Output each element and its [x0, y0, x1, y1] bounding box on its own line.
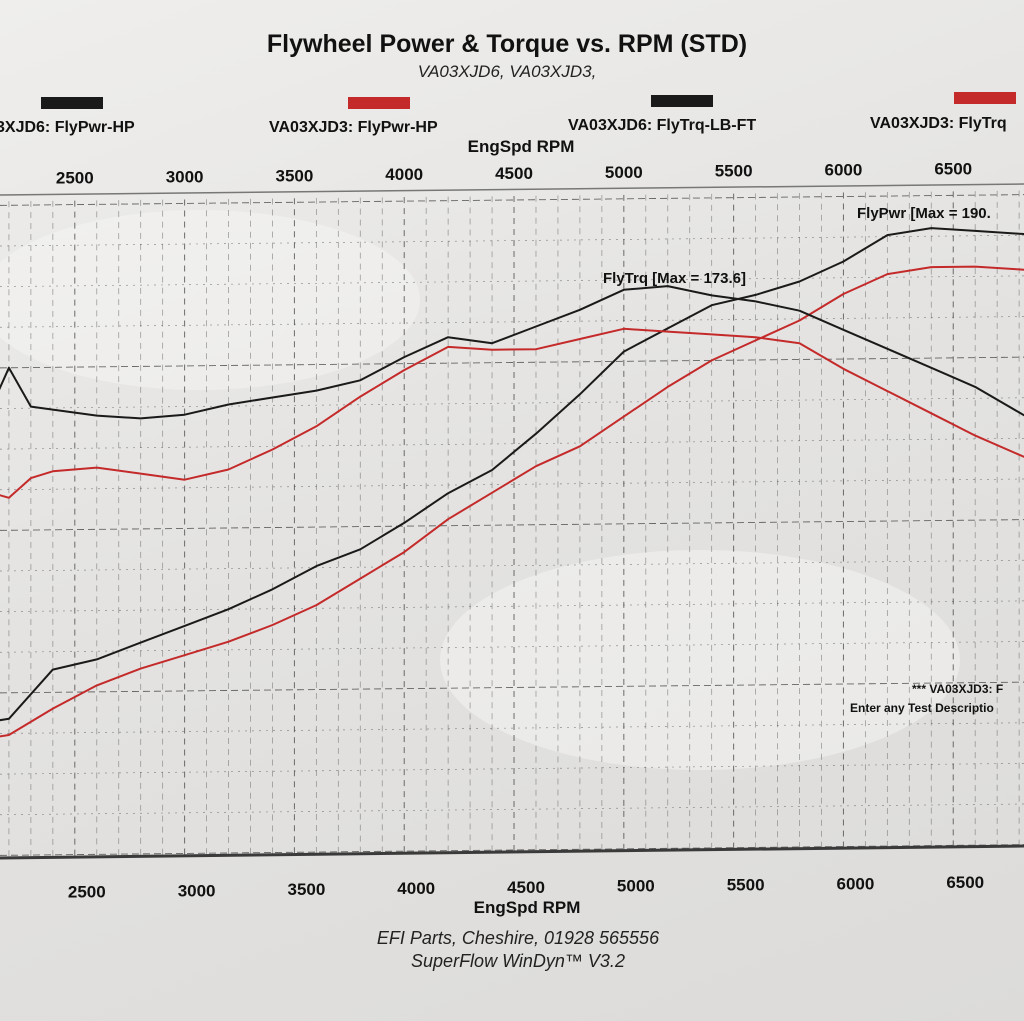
grid-hline [0, 519, 1024, 531]
legend-label-xjd6-torque: VA03XJD6: FlyTrq-LB-FT [568, 117, 756, 134]
footer-software: SuperFlow WinDyn™ V3.2 [411, 951, 625, 971]
series-line-va03xjd6-flypwr-hp [0, 227, 1024, 722]
x-tick-top: 3500 [275, 166, 313, 185]
legend-swatch-xjd6-power [41, 97, 103, 109]
x-tick-bottom: 3500 [287, 880, 325, 899]
x-tick-top: 3000 [166, 167, 204, 186]
grid-hline [0, 763, 1024, 775]
grid [0, 190, 1024, 861]
x-tick-bottom: 4500 [507, 878, 545, 897]
test-note-line2: Enter any Test Descriptio [850, 701, 994, 715]
chart-title: Flywheel Power & Torque vs. RPM (STD) [267, 30, 747, 58]
power-max-annotation: FlyPwr [Max = 190. [857, 205, 991, 222]
x-axis-label-bottom: EngSpd RPM [474, 898, 581, 917]
plot-top-border [0, 183, 1024, 196]
x-axis-label-top: EngSpd RPM [468, 137, 575, 156]
x-tick-bottom: 4000 [397, 879, 435, 898]
series-line-va03xjd3-flypwr-hp [0, 265, 1024, 738]
x-tick-top: 6500 [934, 159, 972, 178]
x-tick-bottom: 3000 [178, 881, 216, 900]
x-tick-bottom: 6500 [946, 873, 984, 892]
series-lines [0, 227, 1024, 738]
grid-hline [0, 803, 1024, 816]
paper-shadows [0, 210, 960, 770]
grid-hline [0, 356, 1024, 369]
footer-company: EFI Parts, Cheshire, 01928 565556 [377, 928, 660, 948]
legend-label-xjd3-power: VA03XJD3: FlyPwr-HP [269, 119, 438, 136]
plot-bottom-border [0, 844, 1024, 860]
grid-hline [0, 722, 1024, 734]
series-line-va03xjd6-flytrq-lb-ft [0, 285, 1024, 420]
torque-max-annotation: FlyTrq [Max = 173.6] [603, 270, 746, 287]
chart-subtitle: VA03XJD6, VA03XJD3, [418, 62, 597, 81]
legend-swatch-xjd3-power [348, 97, 410, 109]
grid-hline [0, 559, 1024, 572]
legend-swatch-xjd3-torque [954, 92, 1016, 104]
grid-hline [0, 641, 1024, 653]
x-tick-bottom: 6000 [837, 874, 875, 893]
x-tick-top: 2500 [56, 169, 94, 188]
x-ticks-bottom: 2500300035004000450050005500600065007000 [68, 873, 984, 901]
x-tick-top: 4000 [385, 165, 423, 184]
grid-hline [0, 234, 1024, 247]
series-line-va03xjd3-flytrq [0, 327, 1024, 499]
x-ticks-top: 2500300035004000450050005500600065007000 [56, 159, 972, 188]
grid-hline [0, 681, 1024, 694]
grid-hline [0, 275, 1024, 287]
grid-hline [0, 478, 1024, 491]
grid-hline [0, 438, 1024, 450]
x-tick-bottom: 5500 [727, 876, 765, 895]
x-tick-top: 5500 [715, 162, 753, 181]
grid-hline [0, 844, 1024, 856]
x-tick-top: 6000 [825, 161, 863, 180]
grid-hline [0, 600, 1024, 612]
grid-hline [0, 397, 1024, 409]
grid-hline [0, 194, 1024, 206]
x-tick-top: 5000 [605, 163, 643, 182]
legend-label-xjd6-power: 3XJD6: FlyPwr-HP [0, 119, 135, 136]
x-tick-bottom: 2500 [68, 882, 106, 901]
legend-label-xjd3-torque: VA03XJD3: FlyTrq [870, 115, 1007, 132]
legend: 3XJD6: FlyPwr-HP VA03XJD3: FlyPwr-HP VA0… [0, 92, 1016, 136]
grid-hline [0, 316, 1024, 328]
x-tick-bottom: 5000 [617, 877, 655, 896]
x-tick-top: 4500 [495, 164, 533, 183]
legend-swatch-xjd6-torque [651, 95, 713, 107]
test-note-line1: *** VA03XJD3: F [912, 682, 1003, 696]
